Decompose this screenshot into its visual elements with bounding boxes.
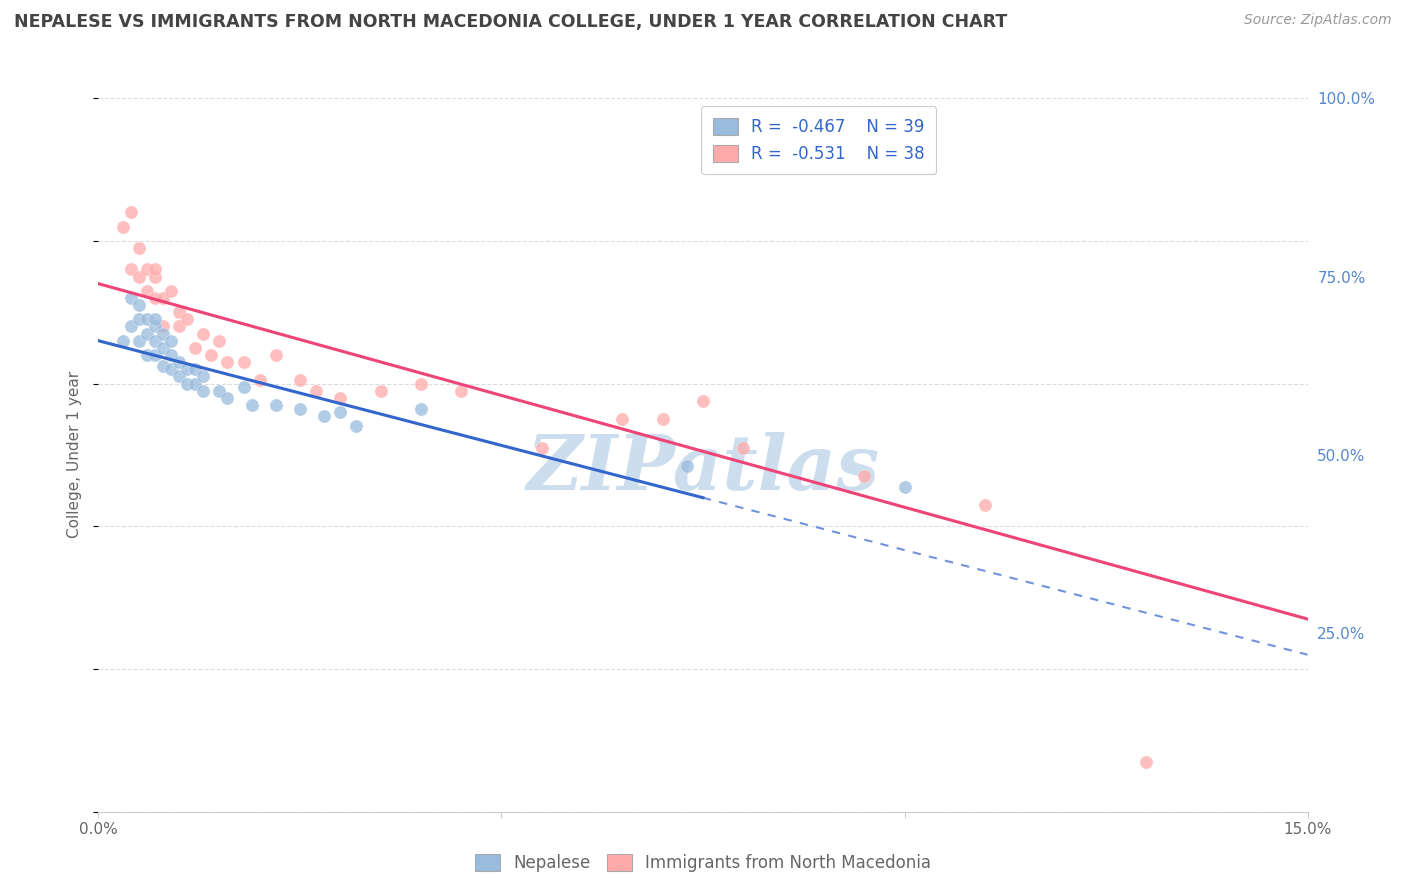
- Point: [152, 359, 174, 373]
- Point: [160, 362, 183, 376]
- Point: [288, 401, 311, 416]
- Point: [152, 319, 174, 334]
- Point: [232, 355, 254, 369]
- Point: [120, 291, 142, 305]
- Point: [120, 319, 142, 334]
- Text: Source: ZipAtlas.com: Source: ZipAtlas.com: [1244, 13, 1392, 28]
- Point: [128, 269, 150, 284]
- Point: [193, 369, 215, 384]
- Point: [176, 376, 198, 391]
- Point: [232, 380, 254, 394]
- Point: [409, 376, 432, 391]
- Point: [176, 362, 198, 376]
- Point: [135, 312, 157, 326]
- Point: [135, 326, 157, 341]
- Point: [160, 334, 183, 348]
- Point: [1135, 755, 1157, 769]
- Point: [152, 291, 174, 305]
- Point: [288, 373, 311, 387]
- Point: [143, 348, 166, 362]
- Point: [167, 369, 190, 384]
- Point: [217, 391, 239, 405]
- Point: [143, 319, 166, 334]
- Point: [143, 269, 166, 284]
- Point: [184, 376, 207, 391]
- Point: [167, 319, 190, 334]
- Point: [692, 394, 714, 409]
- Point: [264, 398, 287, 412]
- Point: [184, 341, 207, 355]
- Point: [184, 362, 207, 376]
- Legend: R =  -0.467    N = 39, R =  -0.531    N = 38: R = -0.467 N = 39, R = -0.531 N = 38: [702, 106, 936, 175]
- Point: [143, 291, 166, 305]
- Point: [329, 391, 352, 405]
- Point: [530, 441, 553, 455]
- Point: [217, 355, 239, 369]
- Point: [176, 312, 198, 326]
- Point: [249, 373, 271, 387]
- Point: [193, 384, 215, 398]
- Point: [143, 312, 166, 326]
- Point: [314, 409, 336, 423]
- Point: [120, 205, 142, 219]
- Point: [612, 412, 634, 426]
- Point: [305, 384, 328, 398]
- Legend: Nepalese, Immigrants from North Macedonia: Nepalese, Immigrants from North Macedoni…: [468, 847, 938, 879]
- Y-axis label: College, Under 1 year: College, Under 1 year: [67, 371, 83, 539]
- Point: [167, 355, 190, 369]
- Point: [344, 419, 367, 434]
- Point: [264, 348, 287, 362]
- Point: [152, 341, 174, 355]
- Point: [160, 348, 183, 362]
- Point: [409, 401, 432, 416]
- Point: [128, 312, 150, 326]
- Point: [135, 348, 157, 362]
- Point: [853, 469, 876, 483]
- Point: [651, 412, 673, 426]
- Point: [128, 334, 150, 348]
- Point: [135, 262, 157, 277]
- Point: [193, 326, 215, 341]
- Point: [135, 284, 157, 298]
- Point: [893, 480, 915, 494]
- Point: [200, 348, 222, 362]
- Point: [111, 219, 134, 234]
- Point: [128, 241, 150, 255]
- Point: [167, 305, 190, 319]
- Point: [120, 262, 142, 277]
- Point: [208, 334, 231, 348]
- Point: [208, 384, 231, 398]
- Point: [143, 334, 166, 348]
- Text: ZIPatlas: ZIPatlas: [526, 433, 880, 506]
- Point: [733, 441, 755, 455]
- Point: [128, 298, 150, 312]
- Point: [676, 458, 699, 473]
- Point: [143, 262, 166, 277]
- Point: [111, 334, 134, 348]
- Point: [974, 498, 997, 512]
- Point: [152, 326, 174, 341]
- Point: [370, 384, 392, 398]
- Point: [160, 284, 183, 298]
- Point: [329, 405, 352, 419]
- Text: NEPALESE VS IMMIGRANTS FROM NORTH MACEDONIA COLLEGE, UNDER 1 YEAR CORRELATION CH: NEPALESE VS IMMIGRANTS FROM NORTH MACEDO…: [14, 13, 1007, 31]
- Point: [240, 398, 263, 412]
- Point: [450, 384, 472, 398]
